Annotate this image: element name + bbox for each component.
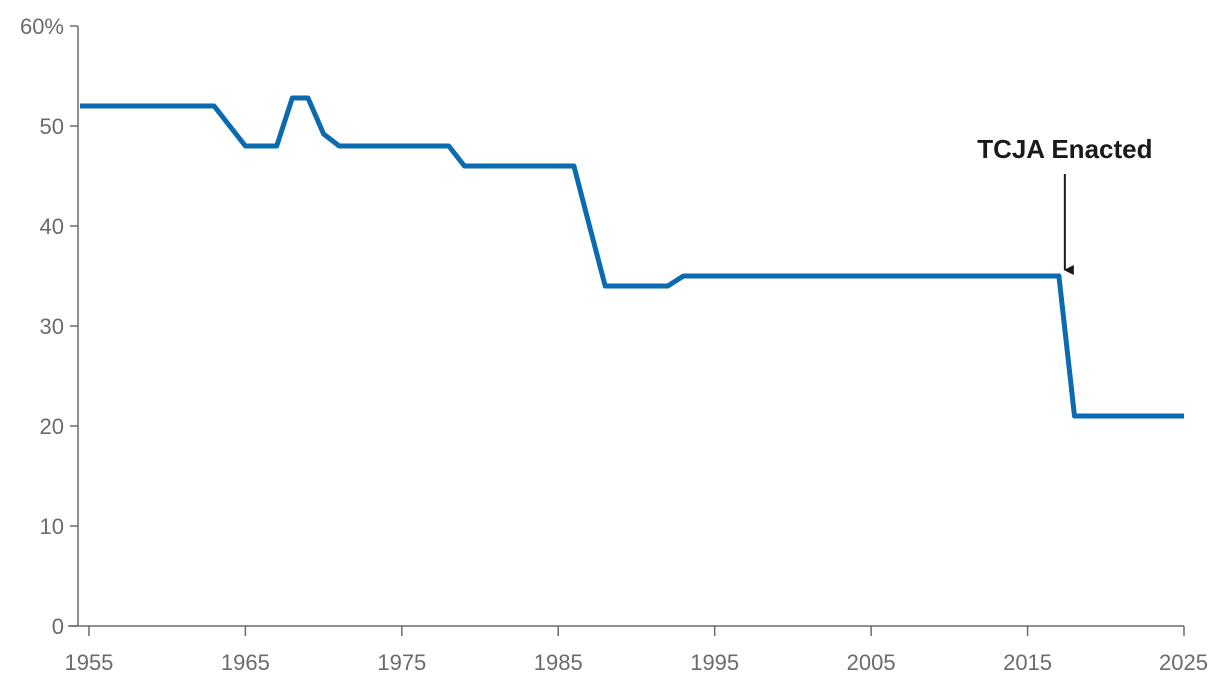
series-layer — [80, 95, 1184, 419]
annotation-label: TCJA Enacted — [977, 134, 1152, 164]
x-tick-label: 1995 — [690, 650, 739, 675]
x-tick-label: 1955 — [64, 650, 113, 675]
series-line-0 — [80, 95, 1184, 419]
x-axis: 1955 1965 1975 1985 1995 2005 2015 2025 — [64, 625, 1208, 675]
y-tick-label: 10 — [40, 514, 64, 539]
x-tick-label: 2015 — [1003, 650, 1052, 675]
x-tick-label: 1975 — [377, 650, 426, 675]
y-tick-label: 30 — [40, 314, 64, 339]
x-tick-label: 1985 — [534, 650, 583, 675]
y-tick-label: 40 — [40, 214, 64, 239]
x-tick-label: 2005 — [847, 650, 896, 675]
x-tick-label: 1965 — [221, 650, 270, 675]
y-tick-label: 20 — [40, 414, 64, 439]
x-tick-label: 2025 — [1159, 650, 1208, 675]
y-tick-label: 0 — [52, 614, 64, 639]
annotation-layer: TCJA Enacted — [977, 134, 1152, 275]
y-tick-label: 50 — [40, 114, 64, 139]
y-tick-label: 60% — [20, 14, 64, 39]
y-axis: 0 10 20 30 40 50 60% — [20, 14, 79, 639]
